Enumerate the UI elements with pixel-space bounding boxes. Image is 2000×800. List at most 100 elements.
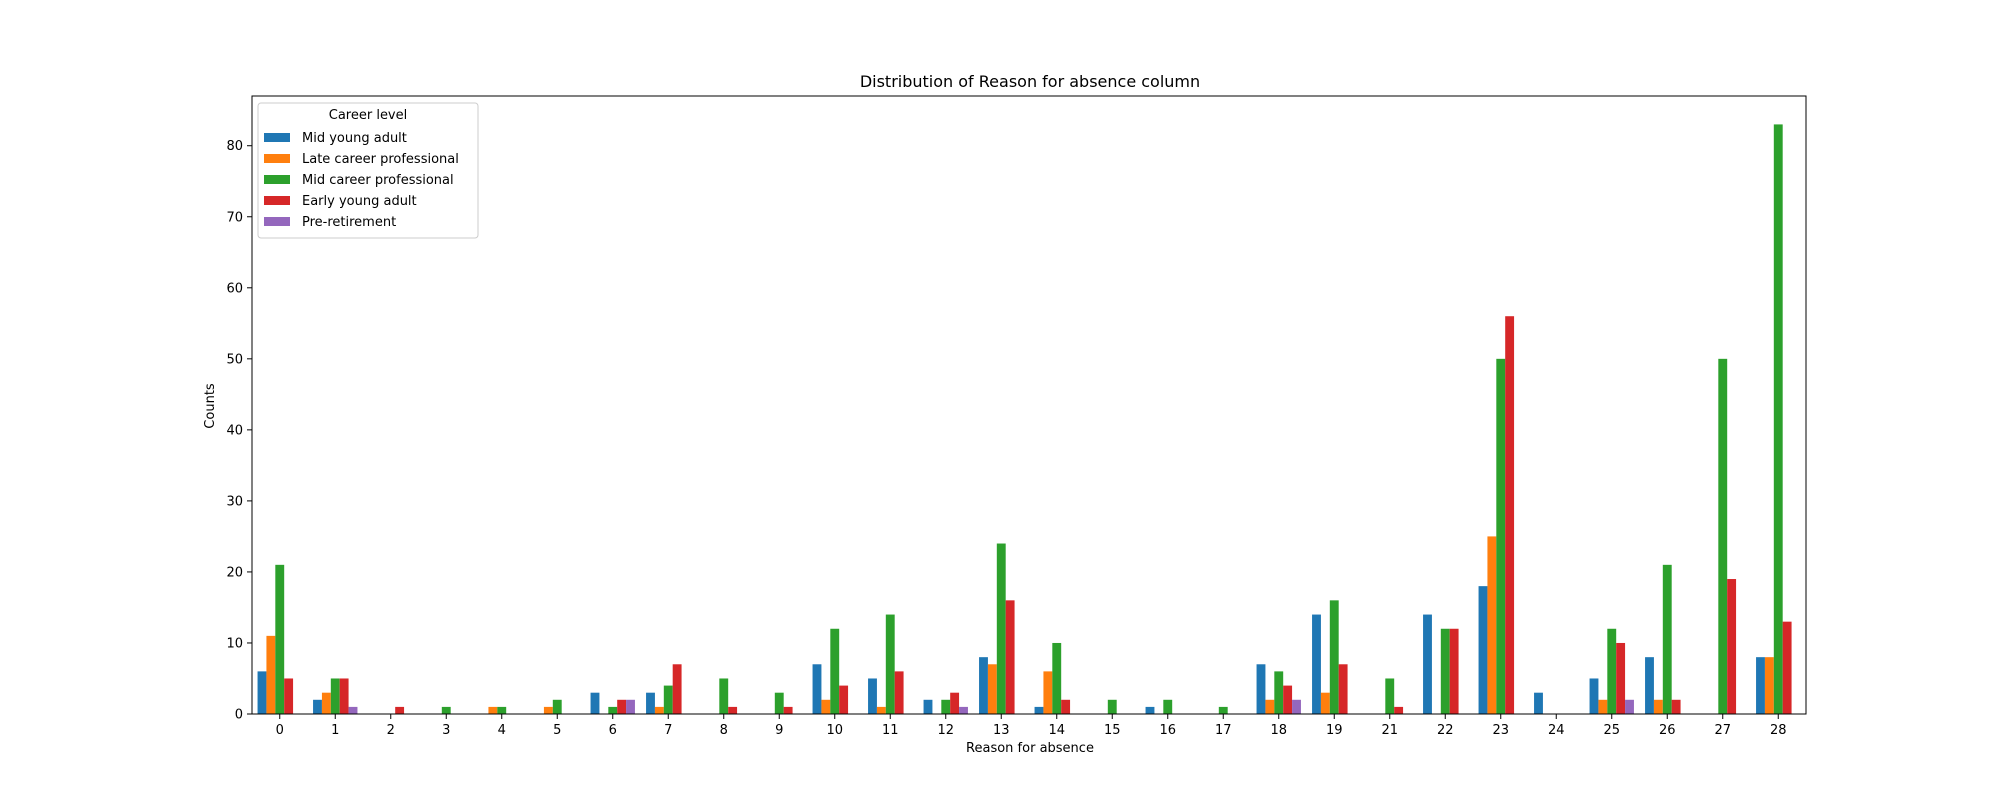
- legend-swatch: [264, 196, 290, 205]
- bar: [441, 706, 451, 714]
- bar: [959, 706, 968, 714]
- x-axis-label: Reason for absence: [966, 741, 1094, 756]
- legend-swatch: [264, 154, 290, 163]
- bar: [1782, 621, 1792, 714]
- bar: [1107, 699, 1117, 714]
- y-tick-label: 20: [226, 565, 243, 580]
- bar: [1671, 699, 1681, 714]
- bar: [894, 671, 904, 714]
- bar: [1256, 664, 1266, 714]
- bar: [395, 706, 405, 714]
- bar: [284, 678, 294, 714]
- bar: [266, 635, 276, 714]
- bar: [1320, 692, 1330, 714]
- x-tick-label: 17: [1215, 723, 1232, 738]
- bar: [672, 664, 682, 714]
- x-tick-label: 7: [664, 723, 672, 738]
- bar: [1043, 671, 1053, 714]
- bar: [941, 699, 951, 714]
- y-tick-label: 10: [226, 636, 243, 651]
- x-tick-label: 2: [387, 723, 395, 738]
- x-tick-label: 5: [553, 723, 561, 738]
- x-tick-label: 16: [1159, 723, 1176, 738]
- legend-entry-label: Pre-retirement: [302, 215, 396, 230]
- bar: [783, 706, 793, 714]
- bar: [1534, 692, 1543, 714]
- x-tick-label: 27: [1714, 723, 1731, 738]
- x-tick-label: 4: [498, 723, 506, 738]
- legend-title: Career level: [329, 108, 408, 123]
- bar: [923, 699, 933, 714]
- bar: [987, 664, 997, 714]
- y-axis-label: Counts: [203, 383, 218, 429]
- bar: [1338, 664, 1348, 714]
- bar: [257, 671, 267, 714]
- bar: [590, 692, 600, 714]
- bar: [608, 706, 618, 714]
- bar: [1163, 699, 1173, 714]
- bar: [830, 628, 840, 714]
- bar: [330, 678, 340, 714]
- bar: [979, 657, 988, 714]
- bar: [1423, 614, 1432, 714]
- x-tick-label: 8: [720, 723, 728, 738]
- bar: [488, 706, 498, 714]
- y-tick-label: 0: [235, 708, 243, 723]
- legend-swatch: [264, 133, 290, 142]
- bar: [876, 706, 886, 714]
- bar: [1645, 657, 1654, 714]
- bar: [1616, 642, 1626, 714]
- legend-entry-label: Late career professional: [302, 152, 459, 167]
- bar: [812, 664, 822, 714]
- bar: [1394, 706, 1404, 714]
- bar: [1385, 678, 1395, 714]
- bar: [1764, 657, 1774, 714]
- bar: [1662, 564, 1672, 714]
- y-tick-label: 50: [226, 352, 243, 367]
- y-tick-label: 70: [226, 210, 243, 225]
- bar: [885, 614, 895, 714]
- bar: [1756, 657, 1765, 714]
- bar: [1005, 600, 1015, 714]
- legend-entry-label: Early young adult: [302, 194, 417, 209]
- bar: [617, 699, 627, 714]
- bar: [839, 685, 849, 714]
- x-tick-label: 24: [1548, 723, 1565, 738]
- x-tick-label: 9: [775, 723, 783, 738]
- x-tick-label: 25: [1603, 723, 1620, 738]
- bar: [1061, 699, 1071, 714]
- bar: [1478, 586, 1488, 714]
- bar: [1625, 699, 1634, 714]
- bar: [1487, 536, 1497, 714]
- bar: [996, 543, 1006, 714]
- bar: [728, 706, 738, 714]
- bar: [1449, 628, 1459, 714]
- x-tick-label: 1: [331, 723, 339, 738]
- bar: [1218, 706, 1228, 714]
- bar: [348, 706, 358, 714]
- bars-group: [257, 124, 1792, 714]
- bar: [950, 692, 960, 714]
- x-tick-label: 23: [1492, 723, 1509, 738]
- bar: [497, 706, 507, 714]
- bar: [321, 692, 331, 714]
- bar: [1496, 358, 1506, 714]
- bar: [1292, 699, 1301, 714]
- bar: [663, 685, 673, 714]
- bar: [654, 706, 664, 714]
- y-tick-label: 40: [226, 423, 243, 438]
- bar: [1312, 614, 1321, 714]
- bar: [626, 699, 635, 714]
- bar: [1505, 316, 1515, 714]
- x-tick-label: 28: [1770, 723, 1787, 738]
- legend-entry-label: Mid career professional: [302, 173, 454, 188]
- x-tick-label: 15: [1104, 723, 1121, 738]
- bar: [1727, 579, 1737, 714]
- bar: [543, 706, 553, 714]
- bar: [1274, 671, 1284, 714]
- x-tick-label: 13: [993, 723, 1010, 738]
- bar: [552, 699, 562, 714]
- bar: [1598, 699, 1608, 714]
- bar: [1653, 699, 1663, 714]
- bar: [313, 699, 322, 714]
